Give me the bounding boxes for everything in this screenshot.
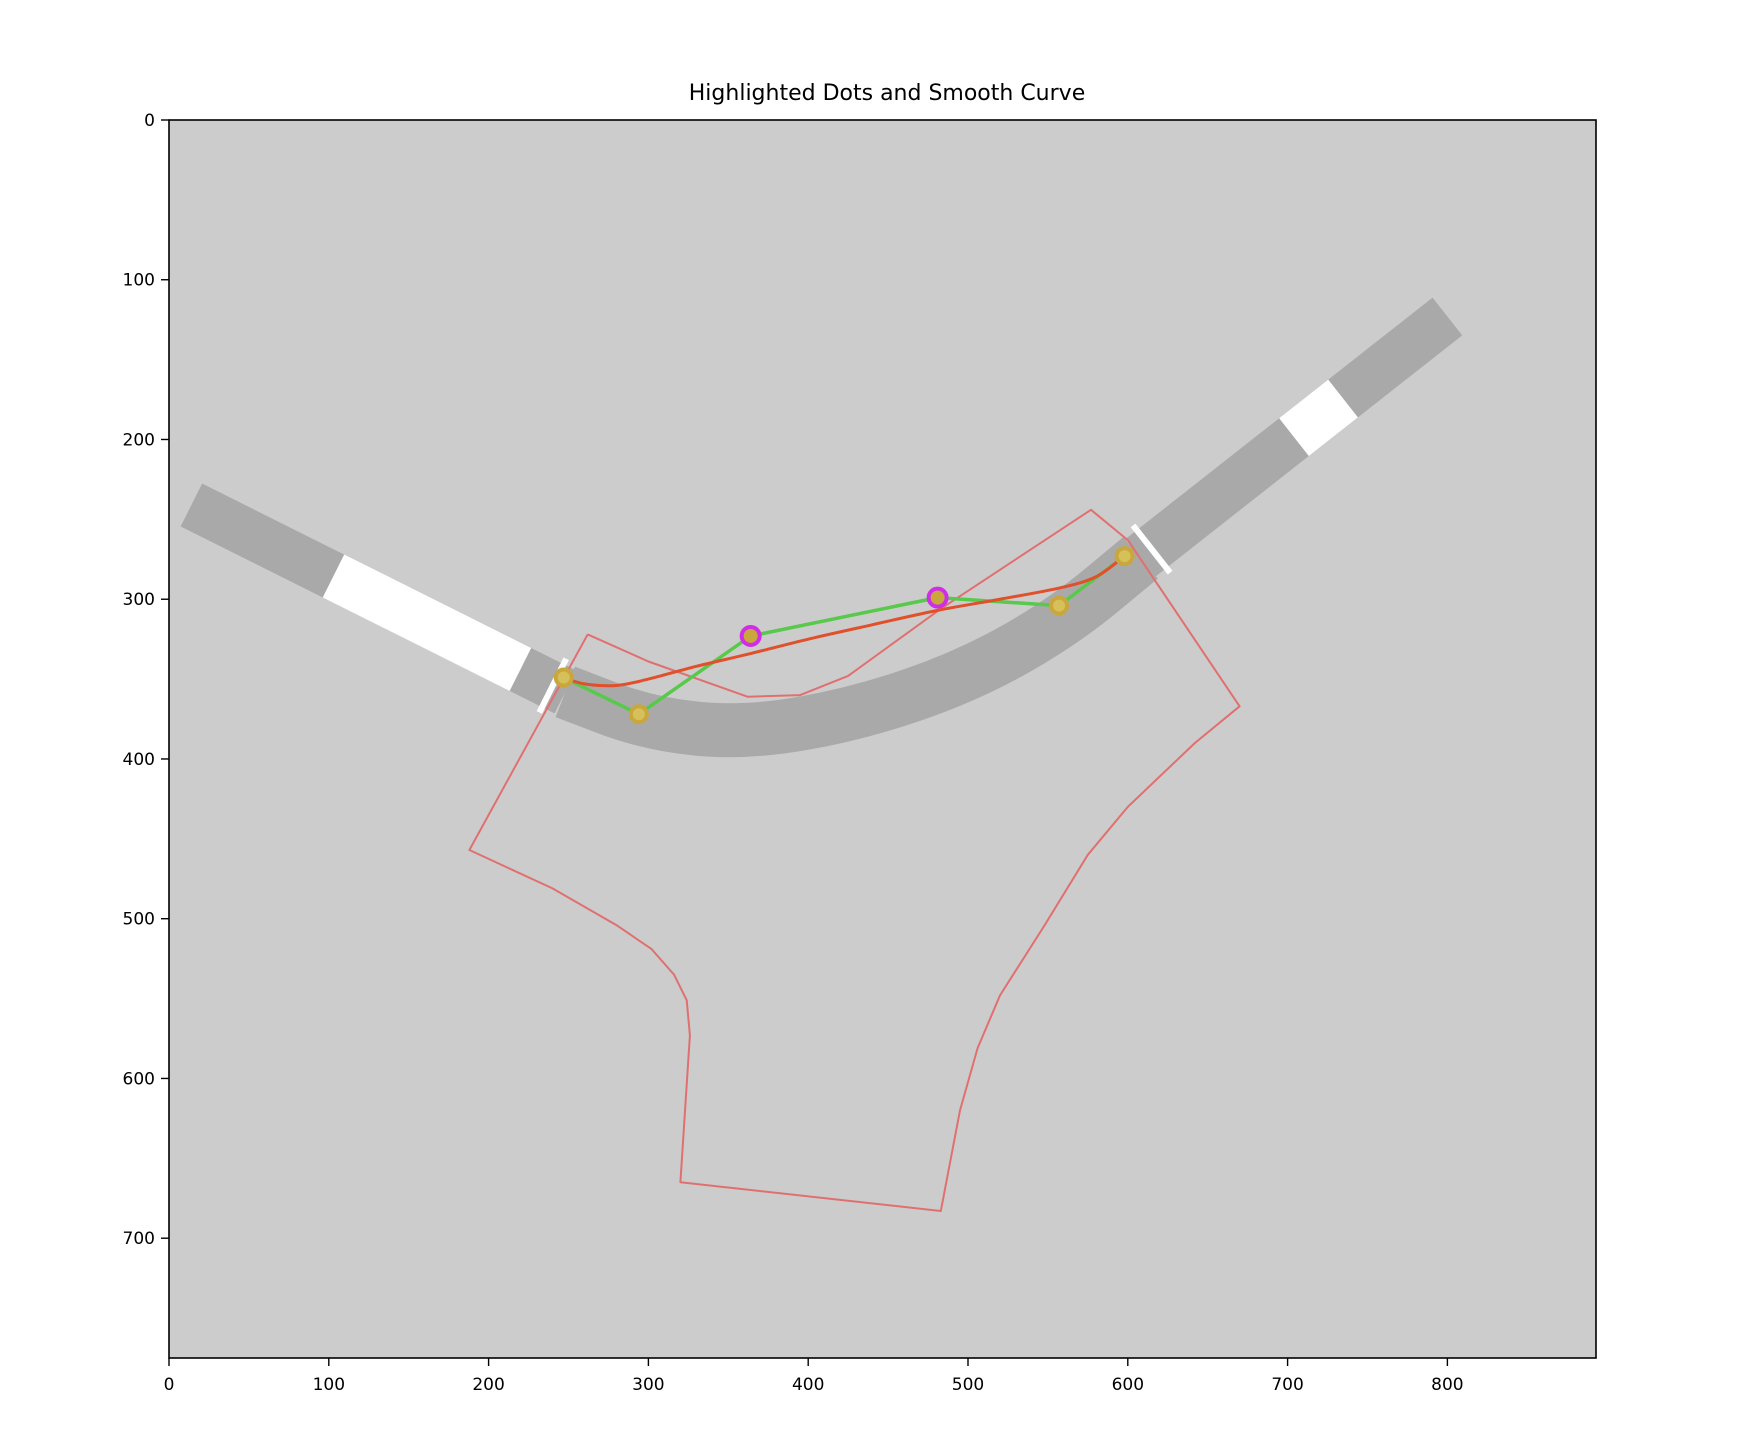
plot-background	[169, 120, 1596, 1358]
y-tick-label: 200	[123, 430, 155, 450]
y-tick-label: 700	[123, 1229, 155, 1249]
region-outline	[468, 508, 1241, 1212]
y-tick-label: 0	[144, 111, 155, 131]
x-tick-label: 600	[1112, 1375, 1144, 1395]
y-tick-label: 500	[123, 910, 155, 930]
highlighted-point-0	[739, 624, 762, 647]
smooth-curve-series	[563, 554, 1126, 688]
x-tick-label: 300	[632, 1375, 664, 1395]
x-axis: 0 100 200 300 400 500 600 700 800	[164, 1358, 1464, 1395]
region-outline-layer	[468, 508, 1241, 1212]
y-axis: 0 100 200 300 400 500 600 700	[123, 111, 169, 1249]
x-tick-label: 700	[1271, 1375, 1303, 1395]
y-tick-label: 100	[123, 271, 155, 291]
series-layer	[553, 546, 1135, 725]
plot-frame	[168, 119, 1597, 1359]
plot-area	[180, 297, 1463, 1212]
marker-point-2	[1049, 595, 1070, 616]
y-tick-label: 300	[123, 590, 155, 610]
x-tick-label: 800	[1431, 1375, 1463, 1395]
chart-title: Highlighted Dots and Smooth Curve	[689, 81, 1085, 106]
road-stop-line-1	[1130, 523, 1173, 575]
y-tick-label: 400	[123, 750, 155, 770]
x-tick-label: 400	[792, 1375, 824, 1395]
x-tick-label: 100	[313, 1375, 345, 1395]
highlighted-point-1	[926, 586, 949, 609]
road-curve-section	[555, 536, 1158, 758]
x-tick-label: 0	[164, 1375, 175, 1395]
marker-point-0	[553, 667, 574, 688]
marker-point-3	[1114, 546, 1135, 567]
path-line-series	[562, 554, 1126, 716]
x-tick-label: 200	[472, 1375, 504, 1395]
marker-point-1	[628, 704, 649, 725]
y-tick-label: 600	[123, 1069, 155, 1089]
road-white-marking-1	[1279, 379, 1358, 456]
x-tick-label: 500	[952, 1375, 984, 1395]
road-layer	[180, 297, 1463, 758]
road-white-marking-0	[322, 554, 532, 691]
